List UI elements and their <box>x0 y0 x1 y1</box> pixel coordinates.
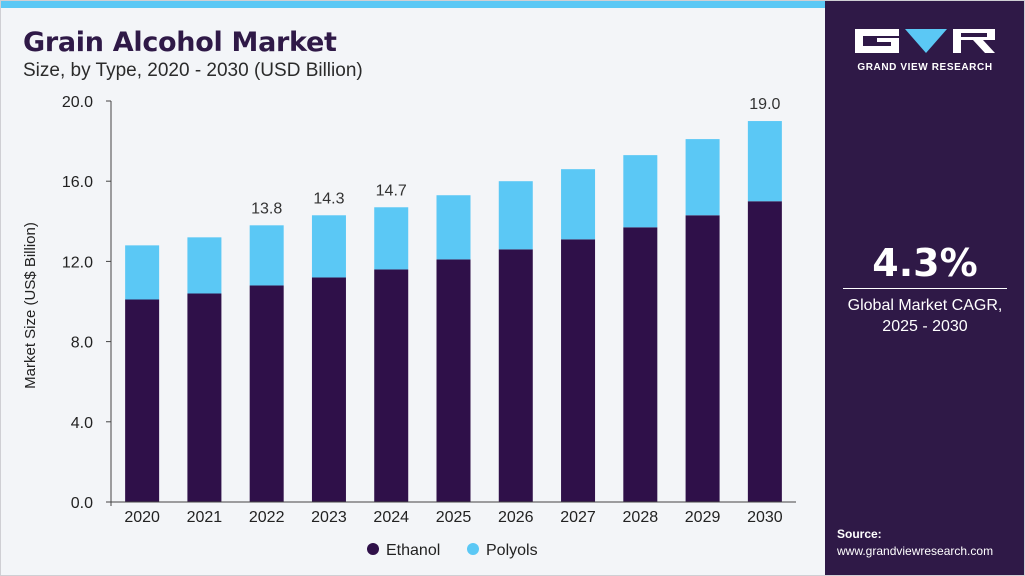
bar-polyols-2027 <box>561 169 596 240</box>
bar-polyols-2021 <box>187 237 222 294</box>
legend-label-polyols: Polyols <box>486 542 538 559</box>
y-tick-label: 12.0 <box>62 254 93 271</box>
y-axis-title: Market Size (US$ Billion) <box>22 222 39 389</box>
bar-ethanol-2027 <box>561 239 596 502</box>
bar-polyols-2026 <box>498 181 533 250</box>
logo-wordmark: GRAND VIEW RESEARCH <box>857 62 993 73</box>
bar-polyols-2023 <box>311 215 346 278</box>
logo-r-mark <box>953 29 995 53</box>
bar-ethanol-2022 <box>249 285 284 502</box>
cagr-divider <box>843 288 1007 289</box>
bar-polyols-2020 <box>125 245 160 300</box>
x-tick-label: 2026 <box>498 509 534 526</box>
y-tick-label: 16.0 <box>62 174 93 191</box>
bar-ethanol-2029 <box>685 215 720 502</box>
chart-title: Grain Alcohol Market <box>23 27 337 58</box>
bar-ethanol-2021 <box>187 293 222 502</box>
bar-polyols-2029 <box>685 139 720 216</box>
bar-polyols-2028 <box>623 155 658 228</box>
bar-ethanol-2025 <box>436 259 471 502</box>
x-tick-label: 2021 <box>187 509 223 526</box>
bar-ethanol-2028 <box>623 227 658 502</box>
x-tick-label: 2029 <box>685 509 721 526</box>
x-tick-label: 2030 <box>747 509 783 526</box>
accent-bar <box>1 1 825 8</box>
sidebar-panel: GRAND VIEW RESEARCH 4.3% Global Market C… <box>825 1 1024 575</box>
bar-polyols-2025 <box>436 195 471 260</box>
bar-ethanol-2030 <box>747 201 782 502</box>
x-tick-label: 2028 <box>623 509 659 526</box>
legend-marker-polyols <box>467 543 479 555</box>
bar-ethanol-2024 <box>374 269 409 502</box>
cagr-label: Global Market CAGR, 2025 - 2030 <box>825 295 1024 337</box>
legend-label-ethanol: Ethanol <box>386 542 440 559</box>
source-link[interactable]: www.grandviewresearch.com <box>837 544 994 558</box>
cagr-label-line2: 2025 - 2030 <box>882 318 968 335</box>
bar-ethanol-2026 <box>498 249 533 502</box>
y-tick-label: 0.0 <box>71 495 93 512</box>
logo-v-mark <box>905 29 947 53</box>
y-tick-label: 8.0 <box>71 335 93 352</box>
x-tick-label: 2023 <box>311 509 347 526</box>
grand-view-research-logo <box>855 29 995 53</box>
data-label-total-2030: 19.0 <box>749 96 780 113</box>
bar-ethanol-2023 <box>311 277 346 502</box>
cagr-label-line1: Global Market CAGR, <box>847 297 1003 314</box>
bar-polyols-2030 <box>747 121 782 202</box>
y-tick-label: 20.0 <box>62 94 93 111</box>
y-tick-label: 4.0 <box>71 415 93 432</box>
bar-ethanol-2020 <box>125 299 160 502</box>
x-tick-label: 2025 <box>436 509 472 526</box>
data-label-total-2023: 14.3 <box>313 190 344 207</box>
data-label-total-2024: 14.7 <box>376 182 407 199</box>
data-label-total-2022: 13.8 <box>251 200 282 217</box>
stacked-bar-chart: 0.0 4.0 8.0 12.0 16.0 20.0 Market Size (US$ Bi… <box>22 94 796 559</box>
x-tick-label: 2024 <box>373 509 409 526</box>
logo-g-mark <box>855 29 899 53</box>
x-tick-label: 2027 <box>560 509 596 526</box>
cagr-value: 4.3% <box>872 241 978 285</box>
bar-polyols-2022 <box>249 225 284 286</box>
chart-subtitle: Size, by Type, 2020 - 2030 (USD Billion) <box>23 60 363 81</box>
x-tick-label: 2022 <box>249 509 285 526</box>
source-title: Source: <box>837 527 882 541</box>
bar-polyols-2024 <box>374 207 409 270</box>
legend-marker-ethanol <box>367 543 379 555</box>
x-tick-label: 2020 <box>124 509 160 526</box>
